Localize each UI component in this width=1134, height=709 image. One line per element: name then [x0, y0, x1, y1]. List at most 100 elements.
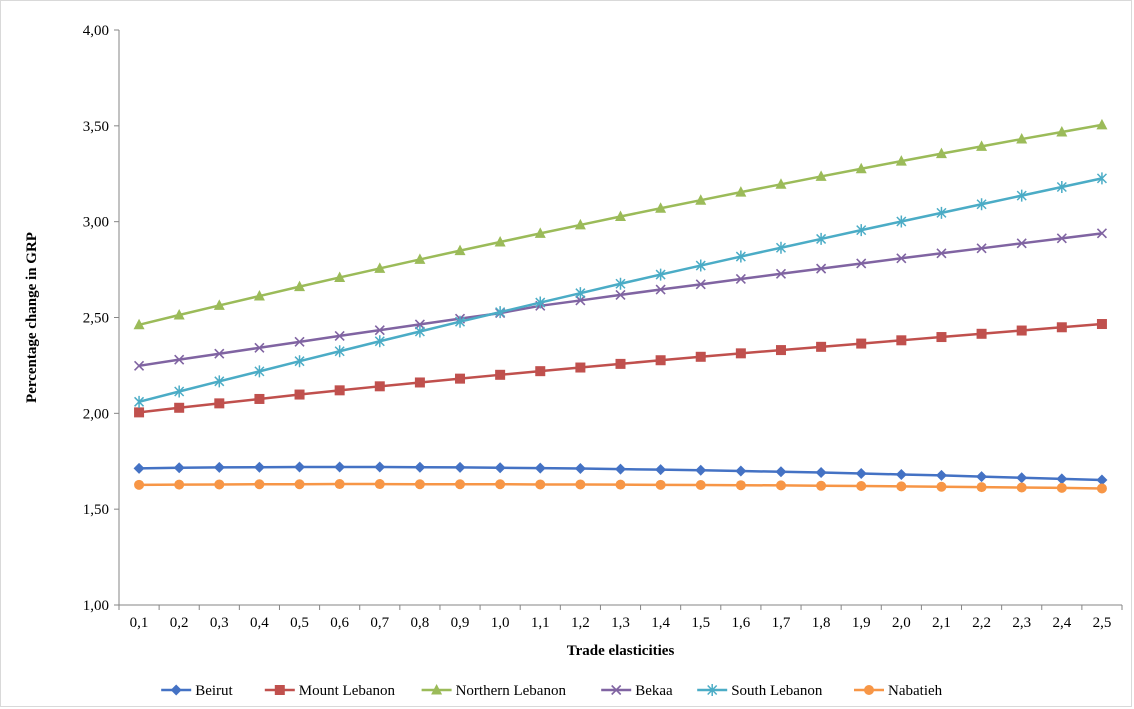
data-point-bekaa [414, 319, 425, 330]
legend-label: Beirut [195, 683, 233, 699]
y-tick-label: 1,50 [83, 502, 109, 518]
x-tick-label: 1,3 [611, 615, 630, 631]
x-tick-label: 2,3 [1012, 615, 1031, 631]
series-layer [133, 118, 1108, 494]
data-point-beirut [1016, 472, 1028, 484]
data-point-northern-lebanon [775, 178, 787, 189]
x-tick-label: 0,5 [290, 615, 309, 631]
data-point-south-lebanon [856, 224, 867, 237]
x-tick-label: 0,1 [130, 615, 149, 631]
data-point-mount-lebanon [455, 373, 466, 384]
legend-item-northern-lebanon: Northern Lebanon [421, 683, 567, 699]
data-point-bekaa [655, 284, 666, 295]
legend-item-mount-lebanon: Mount Lebanon [264, 683, 396, 699]
data-point-mount-lebanon [214, 398, 225, 409]
x-tick-label: 0,2 [170, 615, 189, 631]
data-point-mount-lebanon [495, 369, 506, 380]
data-point-mount-lebanon [695, 351, 706, 362]
x-tick-label: 2,0 [892, 615, 911, 631]
data-point-beirut [815, 467, 827, 479]
x-tick-label: 1,8 [812, 615, 831, 631]
x-tick-label: 0,6 [330, 615, 349, 631]
data-point-beirut [374, 461, 386, 473]
data-point-bekaa [816, 263, 827, 274]
data-point-bekaa [174, 354, 185, 365]
data-point-beirut [213, 461, 225, 473]
data-point-south-lebanon [414, 325, 425, 338]
data-point-beirut [895, 468, 907, 480]
data-point-beirut [574, 463, 586, 475]
x-tick-label: 1,5 [691, 615, 710, 631]
data-point-south-lebanon [1056, 180, 1067, 193]
data-point-south-lebanon [174, 385, 185, 398]
y-tick-label: 3,50 [83, 119, 109, 135]
y-tick-label: 1,00 [83, 598, 109, 614]
data-point-south-lebanon [615, 277, 626, 290]
data-point-bekaa [214, 348, 225, 359]
data-point-mount-lebanon [856, 338, 867, 349]
legend-label: Northern Lebanon [456, 683, 567, 699]
data-point-mount-lebanon [976, 328, 987, 339]
data-point-south-lebanon [454, 315, 466, 328]
data-point-mount-lebanon [775, 345, 786, 356]
data-point-nabatieh [936, 481, 947, 492]
legend-item-south-lebanon: South Lebanon [697, 683, 823, 699]
data-point-northern-lebanon [334, 271, 346, 282]
data-point-bekaa [294, 336, 305, 347]
x-tick-label: 1,0 [491, 615, 510, 631]
data-point-northern-lebanon [414, 253, 426, 264]
data-point-northern-lebanon [454, 244, 466, 256]
legend-marker [707, 684, 718, 696]
data-point-south-lebanon [535, 296, 546, 309]
data-point-bekaa [374, 325, 385, 336]
data-point-northern-lebanon [1096, 118, 1108, 130]
data-point-south-lebanon [775, 241, 787, 254]
data-point-beirut [133, 462, 145, 474]
legend-marker [274, 685, 285, 695]
series-beirut [133, 461, 1108, 486]
data-point-mount-lebanon [134, 407, 145, 418]
data-point-bekaa [1096, 228, 1108, 239]
data-point-northern-lebanon [294, 280, 306, 292]
x-tick-label: 1,7 [772, 615, 791, 631]
data-point-beirut [534, 462, 546, 474]
x-axis-ticks: 0,1 0,2 0,3 0,4 0,5 0,6 0,7 0,8 0,9 1,0 1,1 1,2 1,3 1… [118, 605, 1123, 631]
data-point-south-lebanon [334, 345, 345, 358]
data-point-beirut [173, 462, 185, 474]
data-point-south-lebanon [976, 198, 987, 211]
data-point-bekaa [334, 330, 345, 341]
data-point-south-lebanon [495, 306, 506, 319]
data-point-nabatieh [735, 480, 746, 491]
legend-marker [864, 685, 874, 695]
data-point-beirut [695, 464, 707, 476]
x-tick-label: 1,6 [731, 615, 750, 631]
legend-item-beirut: Beirut [161, 683, 234, 699]
data-point-beirut [775, 466, 787, 478]
data-point-northern-lebanon [1016, 133, 1028, 144]
data-point-nabatieh [615, 479, 626, 490]
data-point-mount-lebanon [254, 393, 265, 404]
data-point-nabatieh [495, 479, 506, 490]
data-point-bekaa [976, 243, 987, 254]
data-point-nabatieh [535, 479, 546, 490]
data-point-nabatieh [896, 481, 907, 492]
data-point-northern-lebanon [935, 147, 947, 159]
data-point-northern-lebanon [735, 186, 747, 197]
data-point-beirut [494, 462, 506, 474]
data-point-beirut [655, 464, 667, 476]
data-point-nabatieh [455, 479, 466, 490]
x-tick-label: 0,4 [250, 615, 269, 631]
data-point-northern-lebanon [374, 262, 386, 273]
legend-label: Mount Lebanon [299, 683, 396, 699]
series-nabatieh [134, 479, 1107, 494]
data-point-bekaa [133, 360, 145, 371]
data-point-beirut [414, 461, 426, 473]
data-point-south-lebanon [1096, 172, 1107, 185]
data-point-beirut [253, 461, 265, 473]
y-axis-ticks: 1,00 1,50 2,00 2,50 3,00 3,50 4,00 [83, 23, 119, 614]
data-point-beirut [454, 461, 466, 473]
legend-item-nabatieh: Nabatieh [854, 683, 943, 699]
x-axis-title: Trade elasticities [567, 643, 675, 659]
